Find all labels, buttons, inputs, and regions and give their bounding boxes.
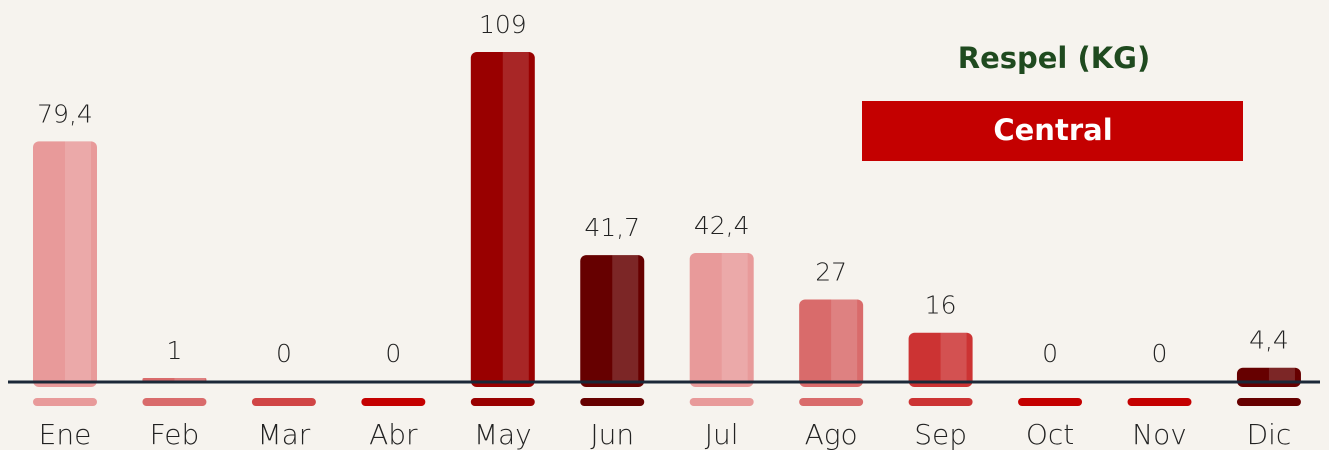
- category-marker: [580, 398, 645, 406]
- value-label: 0: [1042, 339, 1058, 368]
- bar-highlight: [831, 299, 858, 381]
- bar-highlight: [721, 253, 748, 381]
- category-marker: [33, 398, 97, 406]
- x-tick-label: Jun: [590, 418, 634, 450]
- value-label: 79,4: [37, 99, 93, 128]
- x-tick-label: Ene: [39, 418, 92, 450]
- value-label: 0: [385, 339, 401, 368]
- category-marker: [689, 398, 754, 406]
- category-marker: [361, 398, 426, 406]
- bar-highlight: [502, 52, 529, 381]
- value-label: 0: [276, 339, 292, 368]
- bar-highlight: [65, 141, 91, 381]
- bar: [33, 141, 97, 387]
- value-label: 16: [925, 291, 957, 320]
- bar: [580, 255, 645, 387]
- value-label: 1: [166, 336, 182, 365]
- bar-highlight: [612, 255, 639, 381]
- category-marker: [470, 398, 535, 406]
- value-label: 41,7: [584, 213, 640, 242]
- value-label: 42,4: [694, 211, 750, 240]
- category-marker: [1018, 398, 1083, 406]
- x-tick-label: Feb: [150, 418, 200, 450]
- value-label: 109: [479, 10, 527, 39]
- x-tick-label: Oct: [1026, 418, 1074, 450]
- category-marker: [1236, 398, 1301, 406]
- x-tick-label: Abr: [369, 418, 418, 450]
- value-label: 0: [1152, 339, 1168, 368]
- category-marker: [251, 398, 316, 406]
- chart-subtitle: Central: [993, 113, 1112, 147]
- x-tick-label: Jul: [705, 418, 739, 450]
- bar-highlight: [174, 377, 205, 381]
- x-tick-label: Ago: [805, 418, 858, 450]
- bar-highlight: [940, 332, 967, 381]
- bar: [799, 299, 864, 387]
- bar: [470, 52, 535, 387]
- x-tick-label: May: [474, 418, 532, 450]
- value-label: 4,4: [1249, 326, 1289, 355]
- subtitle-box: [862, 101, 1243, 161]
- category-marker: [908, 398, 973, 406]
- x-tick-label: Dic: [1247, 418, 1292, 450]
- bar: [908, 332, 973, 387]
- chart-title: Respel (KG): [958, 41, 1151, 75]
- category-marker: [1127, 398, 1192, 406]
- bar: [689, 253, 754, 387]
- bar-highlight: [1268, 367, 1295, 381]
- x-tick-label: Nov: [1132, 418, 1187, 450]
- x-tick-label: Sep: [914, 418, 967, 450]
- value-label: 27: [815, 258, 847, 287]
- category-marker: [799, 398, 864, 406]
- x-tick-label: Mar: [257, 418, 310, 450]
- category-marker: [142, 398, 207, 406]
